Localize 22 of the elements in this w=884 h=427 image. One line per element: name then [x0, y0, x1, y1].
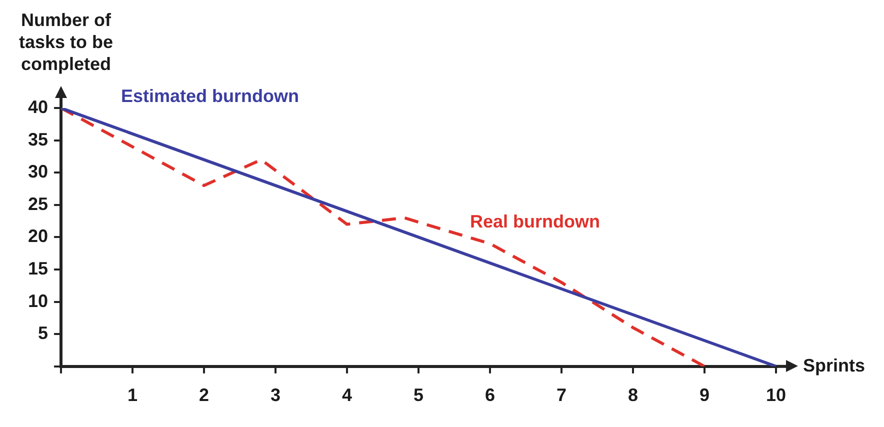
x-tick-label: 1 — [128, 385, 138, 406]
x-axis-title: Sprints — [803, 355, 866, 376]
x-tick-label: 8 — [628, 385, 638, 406]
y-tick-label: 20 — [28, 226, 48, 246]
x-tick-label: 6 — [485, 385, 496, 406]
y-tick-label: 25 — [28, 194, 48, 214]
series-label: Real burndown — [470, 212, 600, 232]
y-tick-label: 30 — [28, 162, 48, 182]
y-tick-label: 35 — [28, 129, 48, 150]
y-tick-label: 10 — [28, 290, 48, 311]
x-tick-label: 2 — [199, 385, 210, 406]
y-tick-label: 40 — [28, 96, 48, 117]
x-tick-label: 3 — [270, 385, 281, 406]
x-tick-label: 9 — [699, 385, 710, 406]
x-tick-label: 5 — [414, 385, 424, 406]
series-label: Estimated burndown — [121, 86, 300, 106]
y-axis-title: Number of tasks to be completed — [18, 10, 114, 74]
y-tick-label: 5 — [38, 323, 48, 344]
x-tick-label: 7 — [556, 385, 567, 406]
x-tick-label: 4 — [342, 385, 352, 406]
x-tick-label: 10 — [766, 385, 786, 406]
y-tick-label: 15 — [28, 258, 48, 278]
